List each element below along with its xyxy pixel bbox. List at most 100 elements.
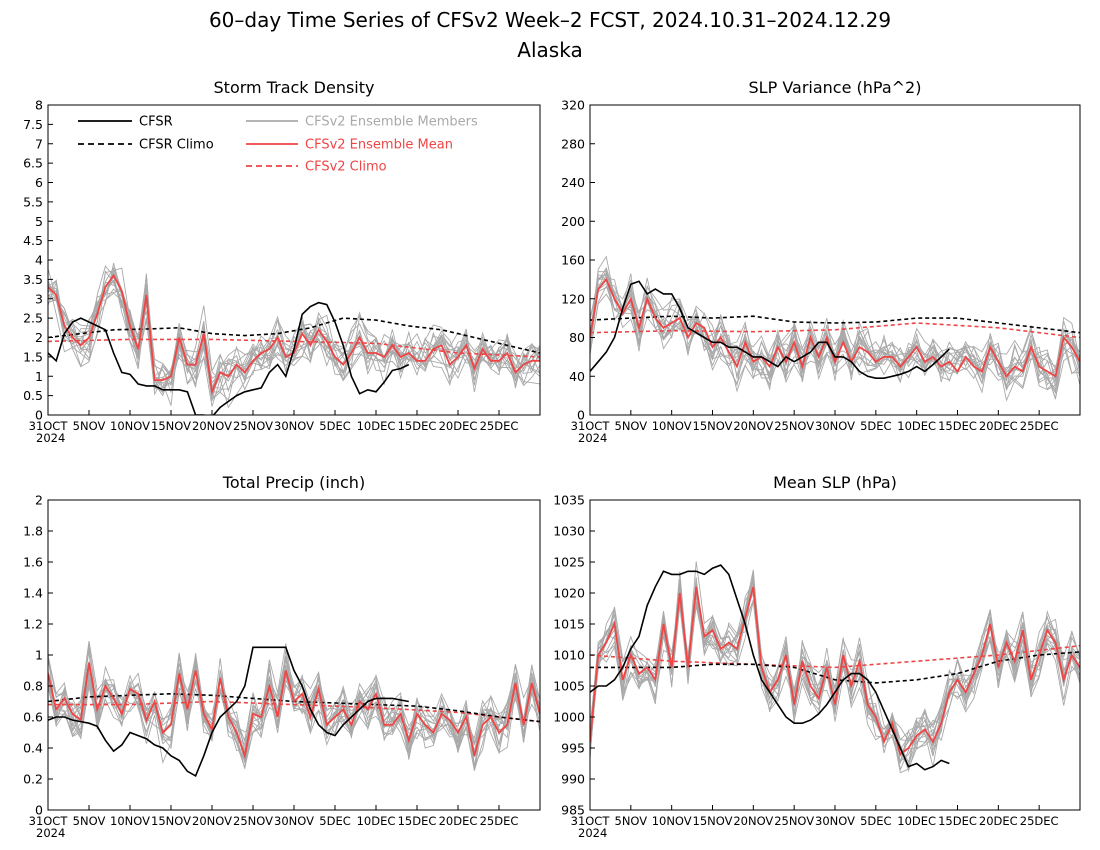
- series-line-cfsv2-ensemble-mean: [48, 662, 540, 760]
- series-line-cfsr-climo: [48, 317, 540, 354]
- x-tick-label: 20NOV: [192, 814, 232, 828]
- y-tick-label: 7.5: [23, 117, 43, 132]
- x-tick-label: 15DEC: [938, 419, 977, 433]
- y-tick-label: 4: [35, 253, 43, 268]
- chart-panel-2: SLP Variance (hPa^2) 0 40 80 120 160 200 240 280…: [561, 78, 1081, 445]
- ensemble-member-line: [590, 592, 1080, 764]
- legend-label-cfsr: CFSR: [139, 115, 173, 130]
- y-tick-label: 200: [561, 214, 585, 229]
- y-tick-label: 1.6: [23, 555, 43, 570]
- y-tick-label: 80: [569, 330, 585, 345]
- x-tick-label: 20DEC: [439, 814, 478, 828]
- x-tick-label: 31OCT: [29, 419, 69, 433]
- y-tick-label: 1025: [553, 555, 585, 570]
- ensemble-member-line: [590, 578, 1080, 757]
- x-tick-label: 20DEC: [439, 419, 478, 433]
- y-tick-label: 0: [577, 408, 585, 423]
- ensemble-member-line: [590, 286, 1080, 391]
- y-tick-label: 4.5: [23, 233, 43, 248]
- ensemble-member-line: [48, 270, 540, 393]
- y-tick-label: 985: [561, 803, 585, 818]
- chart-panel-1: Storm Track Density 0 0.5 1 1.5 2 2.5 3 3.5 4 4.5 5…: [23, 78, 541, 445]
- series-line-cfsv2-climo: [48, 338, 540, 358]
- panel-title: SLP Variance (hPa^2): [749, 78, 922, 97]
- x-tick-label: 15NOV: [151, 419, 191, 433]
- y-tick-label: 1030: [553, 524, 585, 539]
- ensemble-member-line: [590, 582, 1080, 765]
- x-tick-label: 5DEC: [319, 814, 350, 828]
- x-tick-label: 25DEC: [480, 814, 519, 828]
- chart-panel-3: Total Precip (inch) 0 0.2 0.4 0.6 0.8 1 1.2 1.4 1…: [23, 473, 541, 840]
- y-tick-label: 2.5: [23, 311, 43, 326]
- y-tick-label: 1: [35, 369, 43, 384]
- panel-title: Total Precip (inch): [222, 473, 365, 492]
- legend-label-ensemble-members: CFSv2 Ensemble Members: [305, 115, 478, 130]
- x-tick-label: 31OCT: [571, 419, 611, 433]
- x-tick-label: 10NOV: [652, 419, 692, 433]
- x-tick-label: 5NOV: [615, 419, 648, 433]
- x-tick-label: 10DEC: [357, 814, 396, 828]
- plot-frame: [47, 499, 541, 811]
- x-tick-label: 5NOV: [73, 419, 106, 433]
- x-axis-year-label: 2024: [578, 826, 607, 840]
- x-tick-label: 5NOV: [73, 814, 106, 828]
- y-tick-label: 1.4: [23, 586, 43, 601]
- x-tick-label: 15DEC: [398, 419, 437, 433]
- x-axis-year-label: 2024: [36, 431, 65, 445]
- ensemble-member-line: [48, 273, 540, 394]
- ensemble-member-line: [590, 580, 1080, 757]
- y-tick-label: 3: [35, 291, 43, 306]
- x-tick-label: 30NOV: [274, 419, 314, 433]
- y-tick-label: 0.2: [23, 772, 43, 787]
- x-tick-label: 31OCT: [571, 814, 611, 828]
- figure-subtitle: Alaska: [517, 38, 582, 62]
- x-tick-label: 25DEC: [480, 419, 519, 433]
- x-tick-label: 15NOV: [151, 814, 191, 828]
- x-tick-label: 25NOV: [233, 419, 273, 433]
- y-tick-label: 40: [569, 369, 585, 384]
- legend-label-cfsr-climo: CFSR Climo: [139, 138, 214, 153]
- y-tick-label: 1020: [553, 586, 585, 601]
- y-tick-label: 1005: [553, 679, 585, 694]
- x-tick-label: 20NOV: [733, 814, 773, 828]
- ensemble-member-line: [590, 279, 1080, 382]
- y-tick-label: 160: [561, 253, 585, 268]
- y-tick-label: 1: [35, 648, 43, 663]
- y-tick-label: 280: [561, 136, 585, 151]
- series-line-cfsr-climo: [590, 315, 1080, 334]
- x-tick-label: 10NOV: [110, 419, 150, 433]
- y-tick-label: 2: [35, 330, 43, 345]
- series-line-cfsr-climo: [590, 651, 1080, 684]
- x-tick-label: 20DEC: [979, 419, 1018, 433]
- series-line-cfsr: [590, 564, 950, 771]
- x-tick-label: 31OCT: [29, 814, 69, 828]
- y-tick-label: 1.2: [23, 617, 43, 632]
- y-tick-label: 0: [35, 803, 43, 818]
- ensemble-member-line: [590, 582, 1080, 772]
- x-tick-label: 20DEC: [979, 814, 1018, 828]
- ensemble-member-line: [590, 571, 1080, 758]
- x-tick-label: 15NOV: [693, 419, 733, 433]
- x-tick-label: 20NOV: [192, 419, 232, 433]
- legend-label-ensemble-mean: CFSv2 Ensemble Mean: [305, 138, 453, 153]
- y-tick-label: 995: [561, 741, 585, 756]
- ensemble-member-line: [48, 643, 540, 752]
- x-tick-label: 10DEC: [897, 814, 936, 828]
- x-tick-label: 10DEC: [897, 419, 936, 433]
- y-tick-label: 8: [35, 98, 43, 113]
- y-tick-label: 0.5: [23, 388, 43, 403]
- x-tick-label: 30NOV: [274, 814, 314, 828]
- y-tick-label: 0.8: [23, 679, 43, 694]
- y-tick-label: 0.4: [23, 741, 43, 756]
- plot-frame: [47, 104, 541, 416]
- ensemble-member-line: [48, 282, 540, 388]
- x-tick-label: 25DEC: [1020, 419, 1059, 433]
- y-tick-label: 5: [35, 214, 43, 229]
- series-line-cfsv2-ensemble-mean: [48, 273, 540, 396]
- y-tick-label: 3.5: [23, 272, 43, 287]
- x-tick-label: 5DEC: [860, 419, 891, 433]
- plot-frame: [589, 104, 1081, 416]
- plot-area: [48, 262, 540, 415]
- ensemble-member-line: [48, 266, 540, 387]
- ensemble-member-line: [590, 268, 1080, 395]
